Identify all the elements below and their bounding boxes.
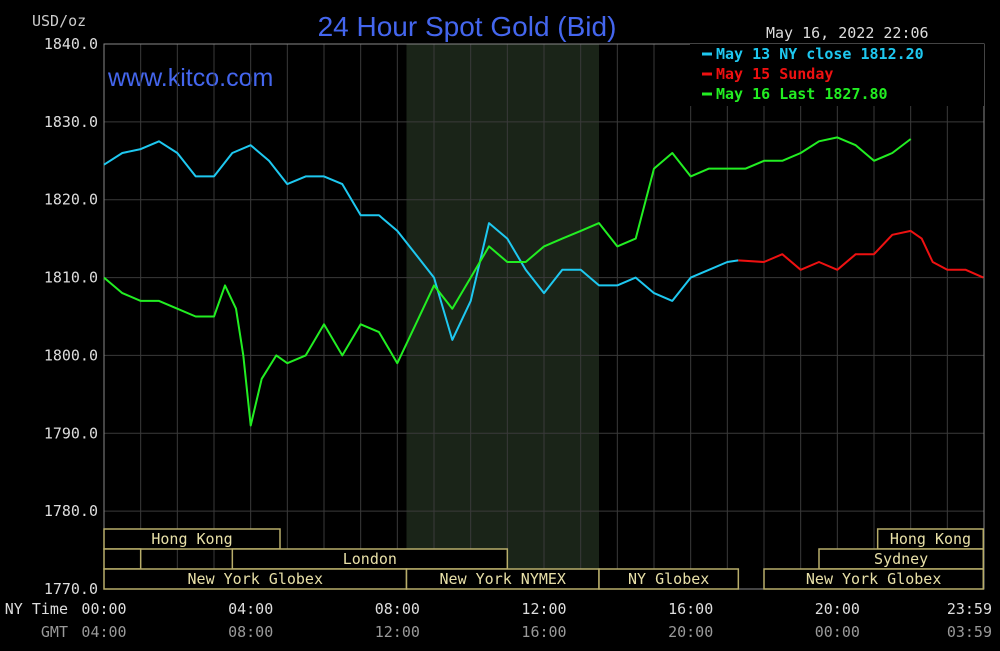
session-label: New York NYMEX <box>440 570 566 588</box>
legend-entry: May 15 Sunday <box>716 65 833 83</box>
y-tick-label: 1810.0 <box>44 269 98 287</box>
nymex-band <box>406 44 599 589</box>
session-bar <box>103 548 142 570</box>
highlight-band <box>406 44 599 589</box>
x-tick-label: 12:00 <box>375 623 420 641</box>
legend-entry: May 13 NY close 1812.20 <box>716 45 924 63</box>
grid <box>103 43 985 590</box>
session-bar <box>763 568 985 590</box>
x-tick-label: 03:59 <box>947 623 992 641</box>
x-tick-label: 04:00 <box>228 600 273 618</box>
x-tick-label: 08:00 <box>375 600 420 618</box>
session-label: New York Globex <box>188 570 323 588</box>
chart-title: 24 Hour Spot Gold (Bid) <box>318 11 617 42</box>
series-line-2 <box>738 229 984 279</box>
x-tick-label: 00:00 <box>815 623 860 641</box>
series-lines <box>103 136 984 427</box>
axes: 1840.0 1830.0 1820.0 1810.0 1800.0 1790.0 1780… <box>5 35 992 641</box>
session-bar <box>103 528 281 550</box>
x-tick-label: 20:00 <box>668 623 713 641</box>
session-bar <box>598 568 740 590</box>
session-bars: Hong Kong London New York Globex New York N… <box>103 528 985 590</box>
x-tick-label: 20:00 <box>815 600 860 618</box>
x-tick-label: 08:00 <box>228 623 273 641</box>
y-tick-label: 1800.0 <box>44 346 98 364</box>
y-tick-label: 1820.0 <box>44 191 98 209</box>
x-tick-label: 00:00 <box>81 600 126 618</box>
y-tick-label: 1790.0 <box>44 424 98 442</box>
session-label: Hong Kong <box>151 530 232 548</box>
x-tick-label: 16:00 <box>668 600 713 618</box>
watermark: www.kitco.com <box>107 64 273 92</box>
timestamp: May 16, 2022 22:06 <box>766 24 929 42</box>
x-tick-label: 04:00 <box>81 623 126 641</box>
session-label: New York Globex <box>806 570 941 588</box>
x-tick-label: 16:00 <box>521 623 566 641</box>
x-tick-label: 12:00 <box>521 600 566 618</box>
legend-box <box>690 44 984 106</box>
y-tick-label: 1770.0 <box>44 580 98 598</box>
series-line-1 <box>103 140 739 341</box>
y-tick-label: 1830.0 <box>44 113 98 131</box>
session-label: Hong Kong <box>890 530 971 548</box>
x-tick-label: 23:59 <box>947 600 992 618</box>
session-label: Sydney <box>874 550 928 568</box>
legend-entry: May 16 Last 1827.80 <box>716 85 888 103</box>
legend: May 13 NY close 1812.20 May 15 Sunday May … <box>690 44 984 106</box>
y-unit-label: USD/oz <box>32 12 86 30</box>
series-line-3 <box>103 136 912 427</box>
y-tick-label: 1780.0 <box>44 502 98 520</box>
session-label: NY Globex <box>628 570 709 588</box>
x-row-label: GMT <box>41 623 68 641</box>
y-tick-label: 1840.0 <box>44 35 98 53</box>
session-label: London <box>343 550 397 568</box>
x-row-label: NY Time <box>5 600 68 618</box>
